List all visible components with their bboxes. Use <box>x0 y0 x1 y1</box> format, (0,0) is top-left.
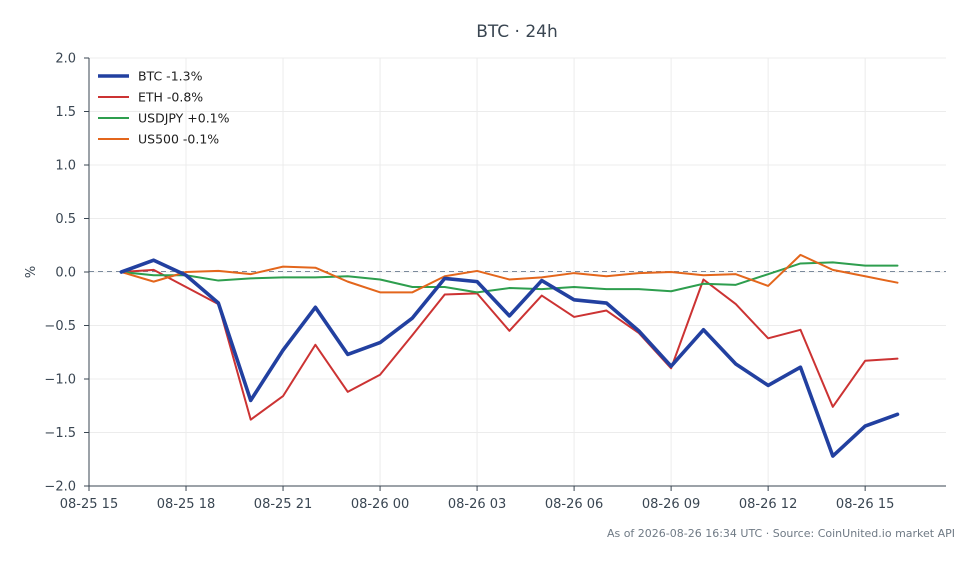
series-line-eth <box>120 268 899 421</box>
series-line-usdjpy <box>120 261 899 294</box>
y-tick-label: −2.0 <box>44 480 76 495</box>
series-lines <box>119 253 900 458</box>
y-tick-label: 1.5 <box>55 105 76 120</box>
x-tick-label: 08-26 09 <box>642 497 700 512</box>
x-tick-label: 08-26 15 <box>836 497 894 512</box>
chart-title: BTC · 24h <box>476 22 558 42</box>
y-tick-label: 1.0 <box>55 159 76 174</box>
source-note: As of 2026-08-26 16:34 UTC · Source: Coi… <box>607 527 955 540</box>
legend-item-usdjpy: USDJPY +0.1% <box>98 111 230 126</box>
series-line-btc <box>119 258 900 458</box>
y-axis-label: % <box>24 266 39 278</box>
legend-item-eth: ETH -0.8% <box>98 90 203 105</box>
x-tick-label: 08-26 00 <box>351 497 409 512</box>
x-tick-label: 08-26 06 <box>545 497 603 512</box>
y-tick-label: 0.0 <box>55 266 76 281</box>
x-tick-label: 08-25 15 <box>60 497 118 512</box>
x-tick-label: 08-25 21 <box>254 497 312 512</box>
legend: BTC -1.3% ETH -0.8% USDJPY +0.1% US500 -0.1… <box>98 69 230 147</box>
legend-label: ETH -0.8% <box>138 90 203 105</box>
x-tick-label: 08-25 18 <box>157 497 215 512</box>
legend-label: BTC -1.3% <box>138 69 203 84</box>
legend-label: USDJPY +0.1% <box>138 111 230 126</box>
y-tick-label: 0.5 <box>55 212 76 227</box>
x-axis-ticks: 08-25 15 08-25 18 08-25 21 08-26 00 08-26 03… <box>60 486 894 512</box>
y-tick-label: −1.0 <box>44 373 76 388</box>
legend-item-btc: BTC -1.3% <box>98 69 203 84</box>
y-tick-label: 2.0 <box>55 52 76 67</box>
y-axis-ticks: 2.0 1.5 1.0 0.5 0.0 −0.5 −1.0 −1.5 −2.0 <box>44 52 89 495</box>
x-tick-label: 08-26 12 <box>739 497 797 512</box>
y-tick-label: −0.5 <box>44 319 76 334</box>
series-line-us500 <box>120 253 899 294</box>
y-tick-label: −1.5 <box>44 426 76 441</box>
legend-label: US500 -0.1% <box>138 132 219 147</box>
legend-item-us500: US500 -0.1% <box>98 132 219 147</box>
x-tick-label: 08-26 03 <box>448 497 506 512</box>
